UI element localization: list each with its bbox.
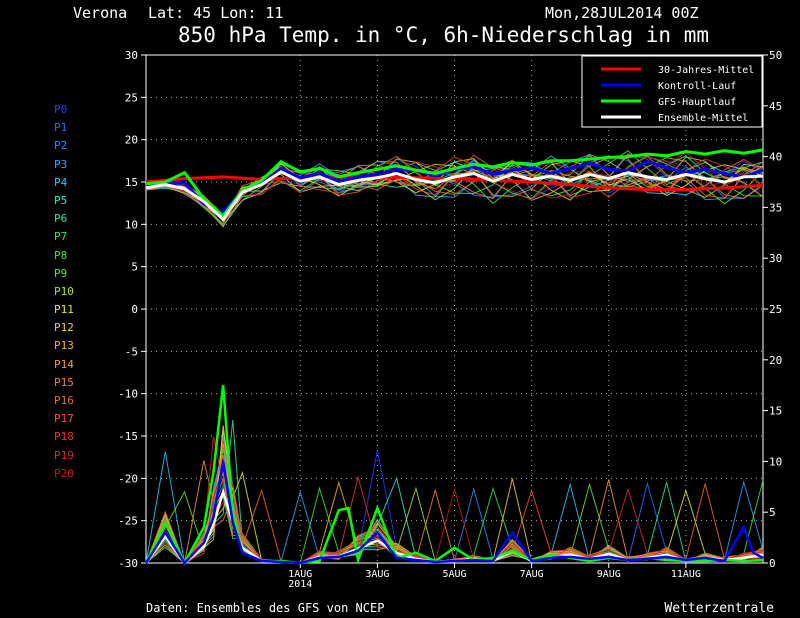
member-label: P13 — [54, 339, 74, 353]
legend: 30-Jahres-Mittel Kontroll-Lauf GFS-Hauptla… — [581, 55, 763, 128]
member-label: P5 — [54, 193, 68, 207]
y-left-tick-label: 15 — [125, 176, 138, 189]
legend-label: Kontroll-Lauf — [658, 81, 736, 92]
legend-label: 30-Jahres-Mittel — [658, 65, 754, 76]
member-label: P8 — [54, 248, 68, 262]
member-label: P18 — [54, 430, 74, 444]
footer-brand: Wetterzentrale — [664, 601, 774, 616]
y-left-tick-label: -5 — [125, 345, 138, 358]
x-tick-label: 3AUG — [365, 569, 389, 580]
y-left-tick-label: 10 — [125, 218, 138, 231]
member-label: P17 — [54, 412, 74, 426]
legend-label: GFS-Hauptlauf — [658, 97, 736, 108]
ensemble-member-list: P0 P1 P2 P3 P4 P5 P6 P7 P8 P9 P10 P11 P12 P13 P14 P15 P1… — [54, 101, 74, 483]
member-label: P7 — [54, 230, 68, 244]
temperature-line-gfs-hauptlauf — [145, 148, 764, 219]
header-run-time: Mon,28JUL2014 00Z — [545, 4, 699, 22]
y-right-tick-label: 15 — [769, 405, 782, 418]
member-label: P9 — [54, 266, 68, 280]
precipitation-line-gfs-hauptlauf — [144, 385, 764, 566]
y-left-tick-label: 0 — [131, 303, 138, 316]
member-temperature-line — [145, 155, 764, 219]
member-label: P1 — [54, 121, 68, 135]
y-right-tick-label: 0 — [769, 557, 776, 570]
member-label: P0 — [54, 103, 68, 116]
member-label: P11 — [54, 303, 74, 317]
member-label: P10 — [54, 284, 74, 298]
temperature-line-ensemble-mittel — [145, 170, 764, 222]
footer-source: Daten: Ensembles des GFS von NCEP — [146, 601, 384, 615]
member-label: P15 — [54, 375, 74, 389]
y-left-tick-label: -25 — [118, 515, 138, 528]
member-label: P2 — [54, 139, 68, 153]
ensemble-member-lines — [145, 150, 764, 565]
y-right-tick-label: 30 — [769, 252, 782, 265]
y-left-tick-label: -10 — [118, 388, 138, 401]
x-tick-label: 1AUG — [288, 569, 312, 580]
temperature-line-30-jahres-mittel — [145, 175, 764, 192]
y-right-tick-label: 50 — [769, 49, 782, 62]
x-year-label: 2014 — [288, 579, 312, 590]
y-left-tick-label: 5 — [131, 261, 138, 274]
y-axis-right-ticks: 0 5 10 15 20 25 30 35 40 45 50 — [763, 49, 782, 570]
y-right-tick-label: 35 — [769, 201, 782, 214]
member-label: P3 — [54, 157, 68, 171]
y-left-tick-label: 20 — [125, 134, 138, 147]
x-tick-label: 11AUG — [671, 569, 701, 580]
legend-label: Ensemble-Mittel — [658, 113, 748, 124]
member-label: P14 — [54, 357, 74, 371]
member-label: P16 — [54, 394, 74, 407]
series-lines — [144, 148, 764, 566]
member-precipitation-line — [145, 450, 764, 564]
y-left-tick-label: -30 — [118, 557, 138, 570]
y-right-tick-label: 20 — [769, 354, 782, 367]
y-axis-left-ticks: -30 -25 -20 -15 -10 -5 0 5 10 15 20 25 30 — [118, 49, 146, 570]
member-label: P20 — [54, 466, 74, 480]
y-right-tick-label: 5 — [769, 506, 776, 519]
y-right-tick-label: 45 — [769, 100, 782, 113]
member-label: P6 — [54, 212, 68, 226]
header-location: Verona — [73, 4, 127, 22]
y-left-tick-label: -20 — [118, 472, 138, 485]
y-right-tick-label: 10 — [769, 455, 782, 468]
y-right-tick-label: 25 — [769, 303, 782, 316]
y-right-tick-label: 40 — [769, 151, 782, 164]
member-label: P19 — [54, 448, 74, 462]
y-left-tick-label: 25 — [125, 91, 138, 104]
x-tick-label: 9AUG — [597, 569, 621, 580]
member-label: P4 — [54, 175, 68, 189]
x-tick-label: 7AUG — [520, 569, 544, 580]
x-tick-label: 5AUG — [442, 569, 466, 580]
y-left-tick-label: 30 — [125, 49, 138, 62]
y-left-tick-label: -15 — [118, 430, 138, 443]
chart-title: 850 hPa Temp. in °C, 6h-Niederschlag in … — [178, 23, 709, 47]
header-coordinates: Lat: 45 Lon: 11 — [148, 4, 283, 22]
precipitation-line-kontroll-lauf — [144, 461, 764, 566]
member-label: P12 — [54, 321, 74, 335]
